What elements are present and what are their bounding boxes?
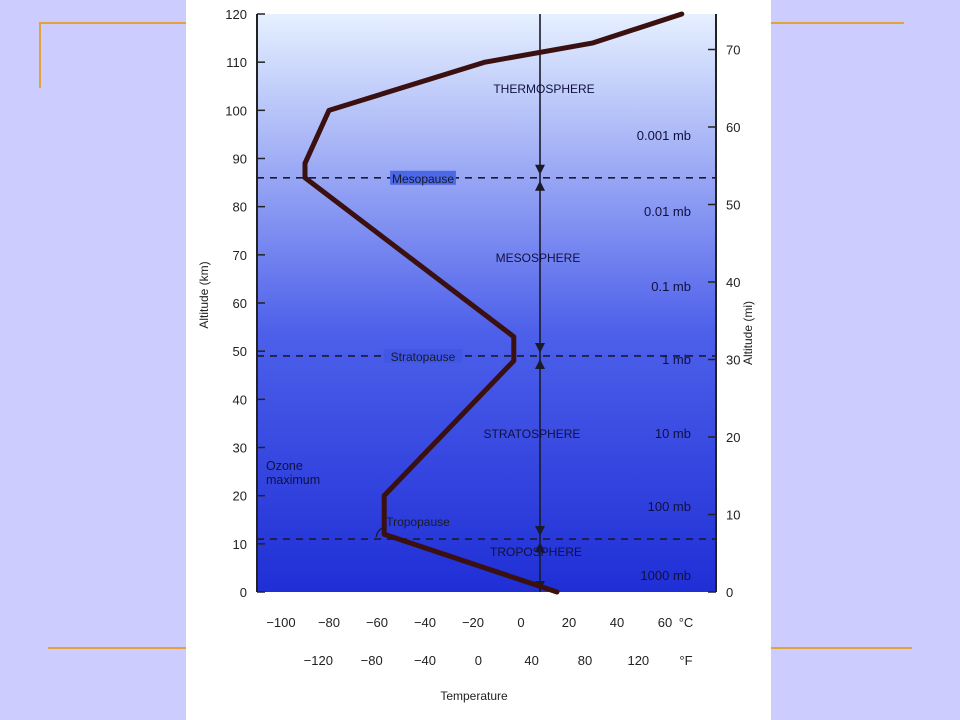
x-tick-label-c: 40 (610, 615, 624, 630)
y-tick-label-mi: 20 (726, 430, 740, 445)
y-tick-label-mi: 0 (726, 585, 733, 600)
pressure-label: 0.1 mb (651, 279, 691, 294)
x-unit-fahrenheit: °F (679, 653, 692, 668)
top-left-accent-rule (39, 22, 186, 24)
ozone-annotation-line1: Ozone (266, 459, 303, 473)
top-right-accent-rule (771, 22, 904, 24)
y-tick-label-km: 10 (233, 537, 247, 552)
y-tick-label-km: 50 (233, 344, 247, 359)
layer-label-thermosphere: THERMOSPHERE (493, 82, 594, 96)
top-left-accent-rule-vertical (39, 22, 41, 88)
pressure-label: 10 mb (655, 426, 691, 441)
bottom-right-accent-rule (771, 647, 912, 649)
y-tick-label-mi: 50 (726, 197, 740, 212)
atmosphere-temperature-chart: 0 10 20 30 40 50 60 70 80 90 100 110 120 0 10 20 30 40 50 6… (197, 7, 755, 703)
temperature-profile-line (302, 11, 685, 595)
y-tick-label-mi: 60 (726, 120, 740, 135)
y-tick-label-km: 20 (233, 489, 247, 504)
boundary-label-bg (383, 348, 463, 363)
ozone-annotation-line2: maximum (266, 473, 320, 487)
boundary-label: Tropopause (386, 515, 450, 529)
y-axis-title-right: Altitude (mi) (741, 301, 755, 365)
arrow-up-icon (535, 542, 545, 553)
y-tick-label-km: 120 (225, 7, 247, 22)
layer-label-troposphere: TROPOSPHERE (490, 545, 582, 559)
x-tick-label-c: −40 (414, 615, 436, 630)
tropopause-pointer (375, 526, 387, 538)
x-tick-label-f: 40 (524, 653, 538, 668)
pressure-label: 1000 mb (640, 568, 691, 583)
x-tick-label-c: −60 (366, 615, 388, 630)
x-tick-label-f: 0 (475, 653, 482, 668)
pressure-label: 1 mb (662, 352, 691, 367)
x-tick-label-f: 120 (627, 653, 649, 668)
layer-label-mesosphere: MESOSPHERE (496, 251, 581, 265)
x-tick-label-c: 20 (562, 615, 576, 630)
boundary-label: Mesopause (392, 172, 454, 186)
arrow-down-icon (535, 164, 545, 175)
boundary-label: Stratopause (391, 350, 456, 364)
pressure-label: 0.01 mb (644, 204, 691, 219)
x-tick-label-f: −80 (361, 653, 383, 668)
arrow-down-icon (535, 342, 545, 353)
y-tick-label-km: 100 (225, 103, 247, 118)
y-tick-label-km: 60 (233, 296, 247, 311)
x-tick-label-f: 80 (578, 653, 592, 668)
atmosphere-temperature-figure: 0 10 20 30 40 50 60 70 80 90 100 110 120 0 10 20 30 40 50 6… (186, 0, 771, 720)
x-unit-celsius: °C (679, 615, 694, 630)
x-tick-label-c: −80 (318, 615, 340, 630)
arrow-up-icon (535, 358, 545, 369)
x-tick-label-c: −100 (266, 615, 295, 630)
x-tick-label-c: 0 (517, 615, 524, 630)
x-tick-label-f: −40 (414, 653, 436, 668)
y-tick-label-km: 110 (226, 55, 247, 70)
y-tick-label-km: 90 (233, 152, 247, 167)
x-axis-title: Temperature (440, 689, 508, 703)
y-tick-label-km: 70 (233, 248, 247, 263)
y-tick-label-mi: 10 (726, 507, 740, 522)
layer-label-stratosphere: STRATOSPHERE (484, 427, 581, 441)
x-tick-label-c: −20 (462, 615, 484, 630)
pressure-label: 0.001 mb (637, 128, 691, 143)
y-tick-label-km: 0 (240, 585, 247, 600)
x-tick-label-f: −120 (304, 653, 333, 668)
bottom-left-accent-rule (48, 647, 186, 649)
y-tick-label-km: 80 (233, 200, 247, 215)
arrow-down-icon (535, 526, 545, 537)
y-tick-label-km: 30 (233, 441, 247, 456)
y-tick-label-mi: 30 (726, 352, 740, 367)
pressure-label: 100 mb (648, 499, 691, 514)
y-tick-label-km: 40 (233, 392, 247, 407)
boundary-label-bg (390, 170, 456, 185)
arrow-up-icon (535, 180, 545, 191)
y-axis-title-left: Altitude (km) (197, 261, 211, 328)
x-tick-label-c: 60 (658, 615, 672, 630)
y-tick-label-mi: 40 (726, 275, 740, 290)
y-tick-label-mi: 70 (726, 42, 740, 57)
